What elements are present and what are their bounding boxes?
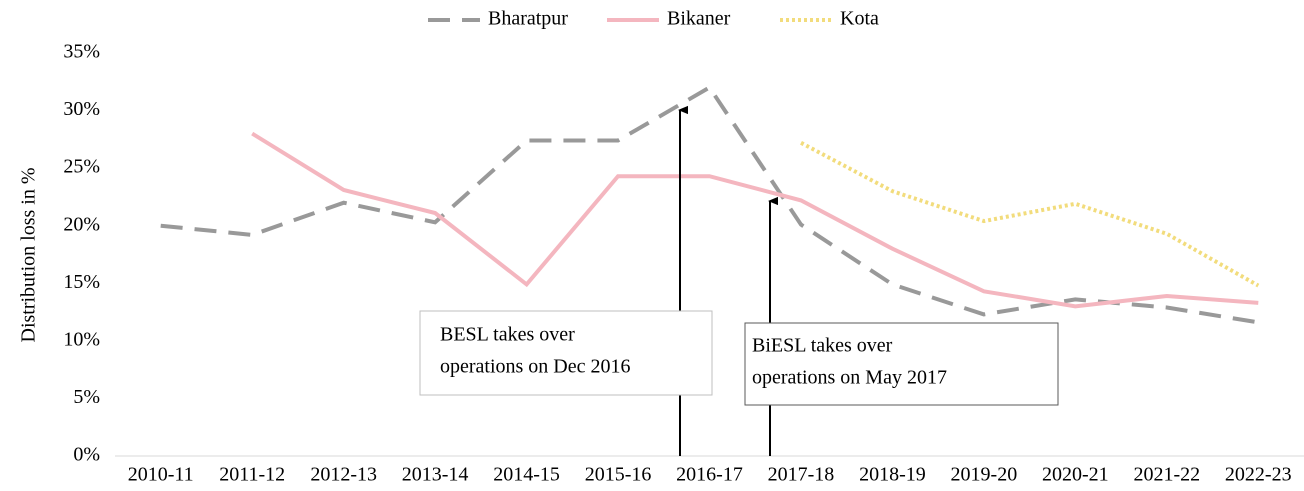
series-line (160, 84, 1259, 325)
x-tick-label: 2010-11 (128, 464, 194, 486)
y-tick-label: 5% (73, 386, 100, 408)
annotation-text: BESL takes over (440, 324, 575, 346)
y-tick-label: 30% (63, 98, 100, 120)
series-line (800, 141, 1260, 288)
x-tick-label: 2018-19 (859, 464, 926, 486)
y-tick-label: 0% (73, 444, 100, 466)
y-tick-label: 20% (63, 213, 100, 235)
y-tick-label: 10% (63, 328, 100, 350)
x-tick-label: 2016-17 (676, 464, 743, 486)
y-tick-label: 15% (63, 271, 100, 293)
x-tick-label: 2019-20 (951, 464, 1018, 486)
annotation-text: operations on May 2017 (752, 367, 947, 389)
x-tick-label: 2021-22 (1133, 464, 1200, 486)
annotation-box (419, 310, 713, 396)
x-tick-label: 2012-13 (310, 464, 377, 486)
x-tick-label: 2014-15 (493, 464, 560, 486)
annotation-text: BiESL takes over (752, 335, 893, 357)
annotation-box (744, 322, 1059, 406)
x-tick-label: 2015-16 (585, 464, 652, 486)
y-tick-label: 25% (63, 156, 100, 178)
annotation-text: operations on Dec 2016 (440, 356, 631, 378)
x-tick-label: 2020-21 (1042, 464, 1109, 486)
x-tick-label: 2017-18 (768, 464, 835, 486)
x-tick-label: 2013-14 (402, 464, 469, 486)
legend-label: Kota (840, 8, 879, 30)
y-tick-label: 35% (63, 41, 100, 63)
y-axis-label: Distribution loss in % (18, 167, 40, 342)
series-line (251, 131, 1259, 309)
x-tick-label: 2011-12 (219, 464, 285, 486)
legend-label: Bikaner (667, 8, 731, 30)
x-tick-label: 2022-23 (1225, 464, 1292, 486)
legend-label: Bharatpur (488, 8, 568, 30)
